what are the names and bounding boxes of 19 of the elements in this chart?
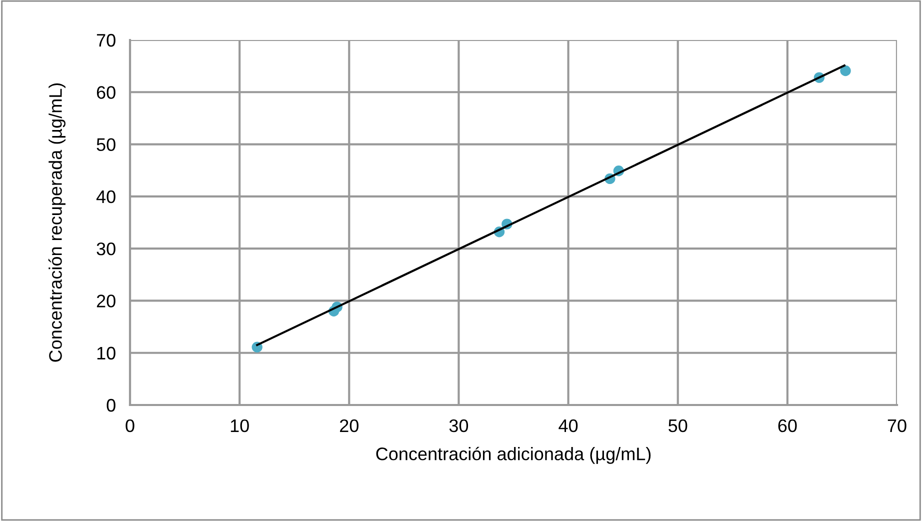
point	[840, 65, 851, 76]
y-tick-label: 40	[96, 190, 116, 204]
x-tick-label: 20	[340, 419, 358, 432]
y-tick-label: 50	[96, 138, 116, 152]
y-tick-label: 70	[96, 34, 116, 47]
x-tick-label: 60	[778, 419, 797, 432]
x-tick-label: 70	[888, 419, 906, 432]
x-tick-label: 10	[230, 419, 249, 432]
x-axis-title: Concentración adicionada (µg/mL)	[376, 446, 651, 464]
y-axis-title: Concentración recuperada (µg/mL)	[48, 83, 66, 362]
y-tick-label: 0	[106, 398, 116, 412]
y-tick-label: 10	[97, 346, 116, 360]
y-tick-label: 60	[96, 86, 116, 99]
y-tick-label: 30	[96, 242, 116, 256]
x-tick-label: 0	[126, 419, 134, 432]
x-tick-label: 30	[449, 419, 468, 432]
x-tick-label: 40	[558, 419, 578, 432]
x-tick-label: 50	[668, 419, 688, 432]
y-tick-label: 20	[96, 294, 116, 308]
